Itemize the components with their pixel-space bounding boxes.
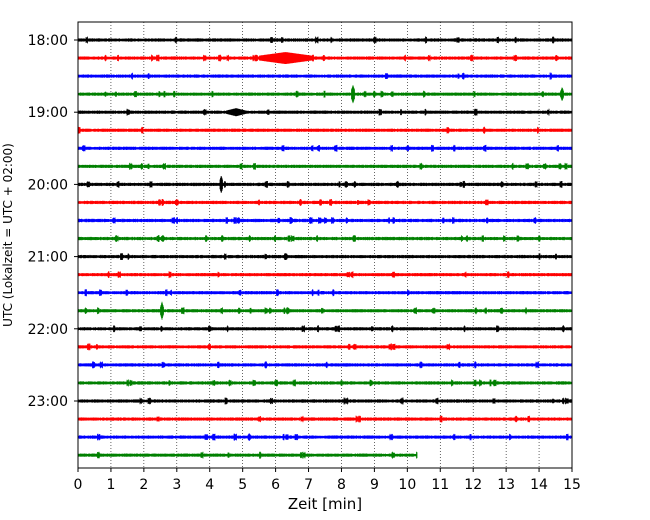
y-tick-label: 19:00 — [28, 105, 68, 121]
seismic-trace — [77, 343, 573, 351]
x-tick-label: 5 — [238, 477, 247, 493]
y-axis-ticks: 18:00 19:00 20:00 21:00 22:00 23:00 — [28, 33, 78, 410]
seismic-trace — [77, 361, 573, 369]
x-tick-label: 9 — [370, 477, 379, 493]
seismic-trace — [77, 235, 573, 242]
x-tick-label: 15 — [563, 477, 581, 493]
seismic-trace — [77, 397, 573, 405]
seismic-trace — [77, 289, 573, 297]
seismic-trace — [77, 271, 573, 279]
seismic-trace — [77, 126, 573, 134]
x-tick-label: 2 — [139, 477, 148, 493]
x-tick-label: 7 — [304, 477, 313, 493]
seismic-trace — [77, 52, 573, 64]
x-tick-label: 6 — [271, 477, 280, 493]
seismic-trace — [77, 433, 573, 441]
x-tick-label: 0 — [74, 477, 83, 493]
x-tick-label: 1 — [106, 477, 115, 493]
x-axis-title: Zeit [min] — [288, 495, 362, 513]
x-tick-label: 14 — [530, 477, 548, 493]
seismic-trace — [77, 451, 418, 459]
seismic-trace — [77, 72, 573, 80]
seismic-trace — [77, 415, 573, 423]
seismic-trace — [77, 108, 573, 117]
seismic-trace — [77, 144, 573, 152]
trace-group — [77, 36, 573, 459]
x-axis-ticks: 0 1 2 3 4 5 6 7 8 9 10 11 12 13 14 15 — [74, 468, 581, 493]
vertical-grid — [110, 22, 540, 468]
x-tick-label: 8 — [337, 477, 346, 493]
seismic-trace — [77, 36, 573, 44]
x-tick-label: 10 — [398, 477, 416, 493]
y-tick-label: 23:00 — [28, 394, 68, 410]
plot-frame — [77, 21, 573, 469]
seismic-trace — [77, 379, 573, 387]
y-axis-title: UTC (Lokalzeit = UTC + 02:00) — [1, 143, 15, 327]
y-tick-label: 21:00 — [28, 250, 68, 266]
x-tick-label: 12 — [464, 477, 482, 493]
seismic-trace — [77, 176, 573, 193]
x-tick-label: 4 — [205, 477, 214, 493]
y-tick-label: 20:00 — [28, 177, 68, 193]
x-tick-label: 13 — [497, 477, 515, 493]
x-tick-label: 3 — [172, 477, 181, 493]
seismic-trace — [77, 199, 573, 206]
seismic-trace — [77, 325, 573, 333]
seismic-trace — [77, 85, 573, 104]
seismic-trace — [77, 253, 573, 260]
seismic-trace — [77, 162, 573, 170]
y-tick-label: 22:00 — [28, 322, 68, 338]
y-tick-label: 18:00 — [28, 33, 68, 49]
x-tick-label: 11 — [431, 477, 449, 493]
seismic-trace — [77, 217, 573, 224]
seismic-trace — [77, 301, 573, 320]
